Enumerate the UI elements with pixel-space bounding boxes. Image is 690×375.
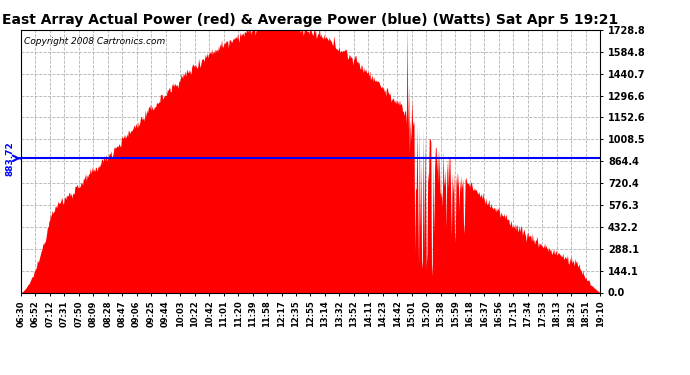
Text: 883.72: 883.72 xyxy=(6,141,15,176)
Text: Copyright 2008 Cartronics.com: Copyright 2008 Cartronics.com xyxy=(23,37,165,46)
Title: East Array Actual Power (red) & Average Power (blue) (Watts) Sat Apr 5 19:21: East Array Actual Power (red) & Average … xyxy=(2,13,619,27)
